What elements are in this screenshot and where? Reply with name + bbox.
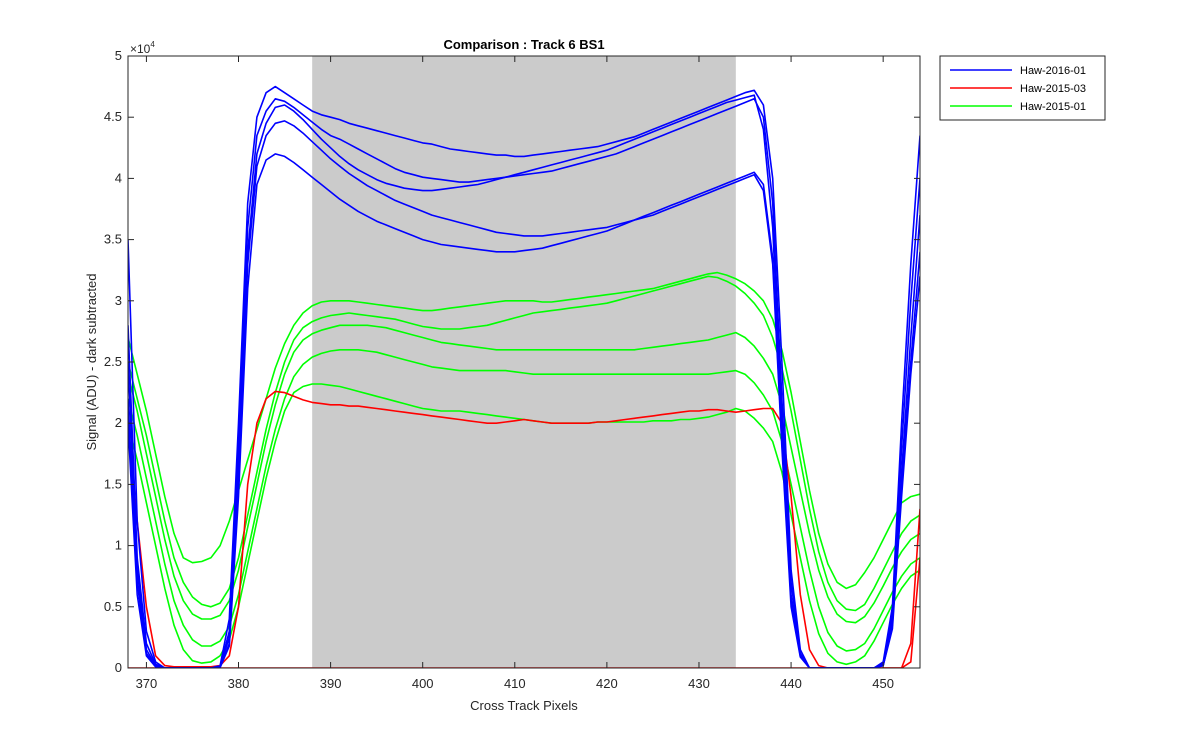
chart-title: Comparison : Track 6 BS1 <box>443 37 604 52</box>
x-tick-label: 450 <box>872 676 894 691</box>
y-tick-label: 1.5 <box>104 476 122 491</box>
x-axis-label: Cross Track Pixels <box>470 698 578 713</box>
series-line-haw-2016-01-1 <box>128 98 920 668</box>
y-multiplier-base: ×10 <box>130 42 151 56</box>
x-tick-label: 420 <box>596 676 618 691</box>
series-line-haw-2016-01-0 <box>128 85 920 668</box>
tick-layer: 370 380 390 400 410 420 430 440 450 0 0.5 1 1.5 2 2.5 3… <box>104 48 920 691</box>
series-line-haw-2016-01-4 <box>128 153 920 668</box>
legend-label-haw-2016-01: Haw-2016-01 <box>1020 65 1086 77</box>
y-tick-label: 4 <box>115 170 122 185</box>
x-tick-label: 410 <box>504 676 526 691</box>
shaded-region <box>312 56 736 668</box>
y-tick-label: 0.5 <box>104 599 122 614</box>
y-axis-label: Signal (ADU) - dark subtracted <box>84 273 99 450</box>
y-axis-multiplier: ×104 <box>130 40 155 56</box>
series-line-haw-2015-01-7 <box>128 271 920 590</box>
x-tick-label: 370 <box>136 676 158 691</box>
legend-items: Haw-2016-01 Haw-2015-03 Haw-2015-01 <box>950 65 1086 113</box>
series-line-haw-2015-03-5 <box>128 390 920 668</box>
y-tick-label: 0 <box>115 660 122 675</box>
x-tick-label: 440 <box>780 676 802 691</box>
y-tick-label: 2.5 <box>104 354 122 369</box>
y-multiplier-exponent: 4 <box>150 40 155 49</box>
y-tick-label: 3 <box>115 293 122 308</box>
series-line-haw-2015-01-9 <box>128 324 920 624</box>
x-tick-label: 390 <box>320 676 342 691</box>
y-tick-label: 5 <box>115 48 122 63</box>
legend-label-haw-2015-03: Haw-2015-03 <box>1020 83 1086 95</box>
x-tick-label: 430 <box>688 676 710 691</box>
y-tick-label: 2 <box>115 415 122 430</box>
y-tick-label: 4.5 <box>104 109 122 124</box>
x-tick-label: 400 <box>412 676 434 691</box>
legend-label-haw-2015-01: Haw-2015-01 <box>1020 101 1086 113</box>
series-line-haw-2015-01-8 <box>128 275 920 612</box>
x-tick-label: 380 <box>228 676 250 691</box>
y-tick-label: 1 <box>115 538 122 553</box>
legend[interactable]: Haw-2016-01 Haw-2015-03 Haw-2015-01 <box>939 55 1106 121</box>
series-layer <box>128 85 920 668</box>
y-tick-label: 3.5 <box>104 232 122 247</box>
